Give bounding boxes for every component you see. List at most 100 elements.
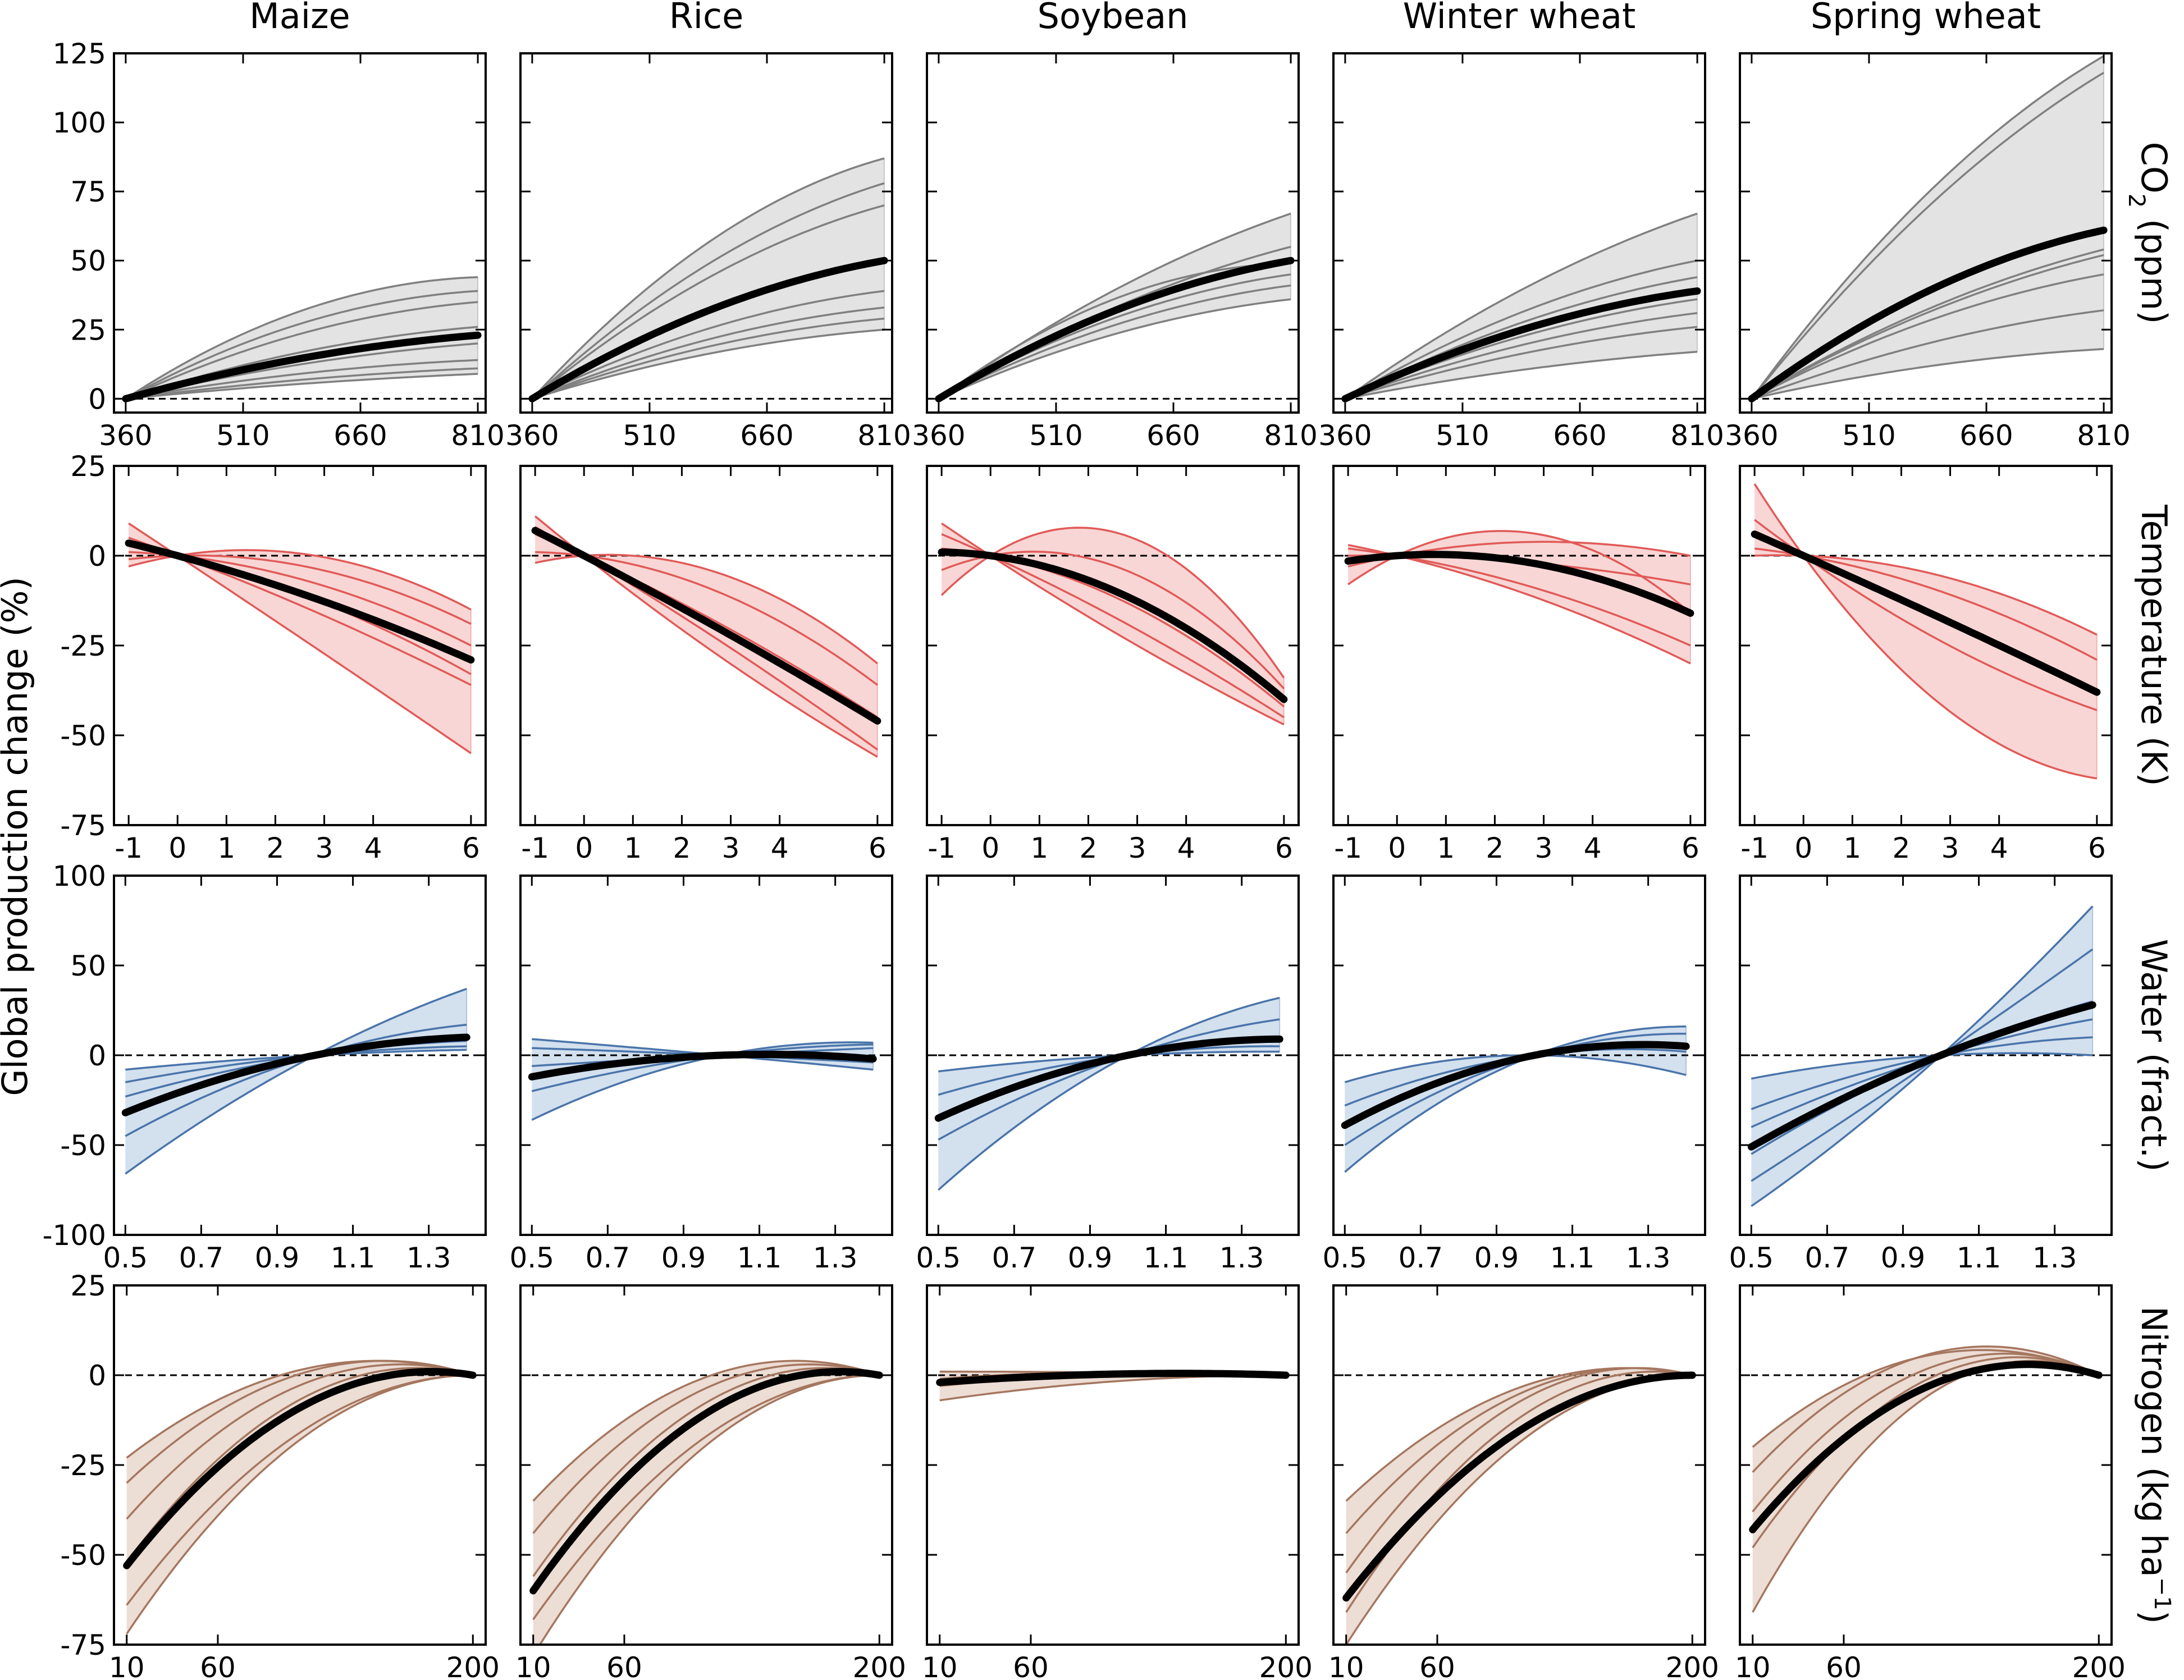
- x-tick-label: 1.1: [1957, 1242, 2002, 1274]
- model-curve-3: [1751, 248, 2104, 400]
- x-tick-label: 200: [2072, 1651, 2126, 1680]
- x-tick-label: 1.3: [406, 1242, 451, 1274]
- model-curve-1: [1344, 212, 1698, 400]
- model-curve-3: [125, 301, 478, 400]
- x-tick-label: 660: [1553, 419, 1606, 452]
- row-labels: CO2 (ppm) Temperature (K) Water (fract.) Ni…: [2123, 142, 2175, 1624]
- panel-nitrogen-winter-wheat: 10 60 200: [1328, 1284, 1719, 1680]
- x-tick-label: 6: [1682, 832, 1699, 864]
- x-tick-label: 0: [1794, 832, 1812, 864]
- row-label-co2: CO2 (ppm): [2123, 142, 2174, 324]
- x-tick-label: 360: [912, 419, 965, 452]
- ensemble-envelope: [1751, 906, 2093, 1206]
- x-tick-label: 0.9: [1068, 1242, 1113, 1274]
- col-title-winter-wheat: Winter wheat: [1403, 0, 1636, 36]
- x-tick-label: 810: [1264, 419, 1317, 452]
- model-curve-2: [1751, 948, 2094, 1182]
- model-curve-1: [941, 522, 1285, 726]
- model-curve-4: [532, 290, 885, 400]
- y-tick-label: 0: [88, 1359, 106, 1392]
- panel-nitrogen-maize: 10 60 200 -75 -50 -25 0 25: [60, 1270, 500, 1680]
- ensemble-mean-curve: [938, 548, 1288, 703]
- ensemble-envelope: [125, 988, 467, 1174]
- y-tick-label: -75: [60, 809, 106, 842]
- y-tick-label: -100: [43, 1219, 106, 1252]
- model-curve-1: [531, 157, 885, 400]
- y-tick-label: 50: [70, 245, 106, 277]
- x-tick-label: 0.7: [179, 1242, 224, 1274]
- x-tick-label: 810: [1670, 419, 1724, 452]
- panel-co2-spring-wheat: 360 510 660 810: [1725, 52, 2131, 452]
- model-curve-4: [126, 1363, 473, 1520]
- model-curve-3: [938, 262, 1291, 400]
- panel-water-winter-wheat: 0.5 0.7 0.9 1.1 1.3: [1322, 875, 1706, 1274]
- model-curve-5: [1345, 1367, 1693, 1502]
- x-tick-label: -1: [1740, 832, 1769, 864]
- y-tick-label: 125: [53, 38, 106, 70]
- x-tick-label: 2: [267, 832, 285, 864]
- model-curve-3: [531, 204, 885, 400]
- x-tick-label: 10: [1328, 1651, 1364, 1680]
- panel-water-soybean: 0.5 0.7 0.9 1.1 1.3: [916, 875, 1300, 1274]
- model-curve-7: [125, 367, 478, 400]
- model-curve-1: [1751, 55, 2104, 400]
- row-label-temperature: Temperature (K): [2133, 504, 2174, 786]
- x-tick-label: 60: [200, 1651, 236, 1680]
- y-tick-label: 50: [70, 950, 106, 982]
- ensemble-mean-curve: [1751, 530, 2101, 696]
- model-curve-5: [938, 284, 1291, 400]
- model-curve-1: [938, 996, 1280, 1191]
- ensemble-envelope: [1348, 531, 1690, 663]
- x-tick-label: 6: [1275, 832, 1293, 864]
- x-tick-label: 3: [1128, 832, 1146, 864]
- x-tick-label: 2: [1080, 832, 1098, 864]
- panel-water-maize: 0.5 0.7 0.9 1.1 1.3 -100 -50 0 50 100: [43, 860, 487, 1274]
- ensemble-mean-curve: [528, 257, 888, 402]
- x-tick-label: 2: [673, 832, 691, 864]
- model-curve-7: [1345, 350, 1698, 400]
- y-tick-label: 0: [88, 383, 106, 415]
- x-tick-label: 60: [1013, 1651, 1049, 1680]
- y-tick-label: -75: [60, 1629, 106, 1661]
- ensemble-envelope: [1346, 1368, 1693, 1645]
- model-curve-6: [125, 359, 478, 400]
- y-tick-label: 100: [53, 107, 106, 139]
- x-tick-label: 1.1: [1550, 1242, 1595, 1274]
- x-tick-label: 810: [2077, 419, 2130, 452]
- model-curve-3: [532, 1367, 880, 1577]
- x-tick-label: 1: [1030, 832, 1048, 864]
- x-tick-label: 1.3: [2032, 1242, 2077, 1274]
- x-tick-label: 1: [217, 832, 235, 864]
- ensemble-mean-curve: [1749, 1361, 2103, 1533]
- x-tick-label: 0.9: [661, 1242, 706, 1274]
- x-tick-label: 0.9: [1474, 1242, 1519, 1274]
- panel-frame: [1332, 465, 1706, 826]
- x-tick-label: 0.5: [103, 1242, 148, 1274]
- model-curve-4: [532, 1363, 880, 1534]
- panel-nitrogen-rice: 10 60 200: [515, 1284, 906, 1680]
- y-tick-label: 100: [53, 860, 106, 892]
- x-tick-label: 4: [1584, 832, 1602, 864]
- ensemble-mean-curve: [935, 257, 1295, 402]
- x-tick-label: 0: [575, 832, 593, 864]
- ensemble-envelope: [533, 1361, 880, 1645]
- model-curve-6: [1345, 326, 1698, 400]
- model-curve-8: [125, 373, 478, 400]
- x-tick-label: 360: [99, 419, 152, 452]
- x-tick-label: 810: [451, 419, 504, 452]
- x-tick-label: 1.3: [1626, 1242, 1671, 1274]
- model-curve-6: [938, 298, 1291, 400]
- ensemble-mean-curve: [1747, 1001, 2096, 1151]
- x-tick-label: 200: [1666, 1651, 1719, 1680]
- ensemble-envelope: [129, 523, 471, 753]
- x-tick-label: 0.9: [1881, 1242, 1926, 1274]
- panel-nitrogen-spring-wheat: 10 60 200: [1735, 1284, 2126, 1680]
- x-tick-label: 10: [922, 1651, 958, 1680]
- x-tick-label: 6: [869, 832, 887, 864]
- ensemble-mean-curve: [1748, 226, 2108, 402]
- ensemble-mean-curve: [1341, 287, 1701, 402]
- y-tick-label: -25: [60, 1449, 106, 1482]
